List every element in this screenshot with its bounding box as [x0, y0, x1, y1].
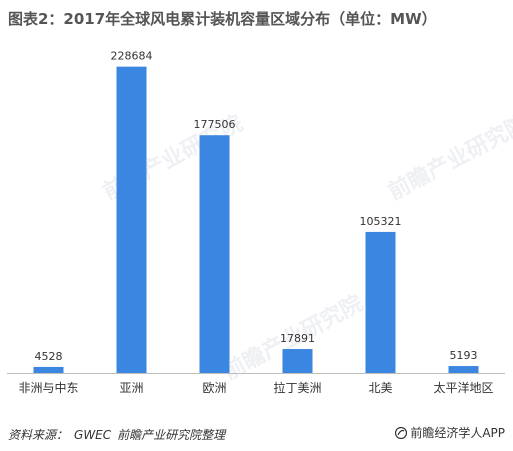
bar-2	[199, 135, 230, 373]
x-tick-label-5: 太平洋地区	[433, 380, 493, 395]
data-label-3: 17891	[280, 332, 315, 345]
source-note: 资料来源： GWEC 前瞻产业研究院整理	[8, 426, 231, 443]
bar-1	[116, 66, 147, 373]
bar-4	[365, 231, 396, 373]
data-label-1: 228684	[111, 50, 153, 63]
data-label-0: 4528	[35, 350, 63, 363]
bar-3	[282, 349, 313, 373]
source-publisher: 前瞻产业研究院整理	[117, 428, 226, 442]
brand-logo-icon	[395, 426, 408, 439]
chart-title: 图表2：2017年全球风电累计装机容量区域分布（单位：MW）	[8, 10, 437, 28]
brand-name: 前瞻经济学人APP	[410, 426, 505, 440]
data-label-4: 105321	[360, 215, 402, 228]
source-org: GWEC	[74, 428, 112, 442]
source-label: 资料来源：	[8, 428, 69, 442]
x-tick-label-4: 北美	[368, 381, 392, 395]
x-tick-label-2: 欧洲	[202, 381, 226, 395]
bar-0	[33, 366, 64, 373]
brand-credit: 前瞻经济学人APP	[395, 424, 505, 441]
x-tick-label-1: 亚洲	[119, 381, 143, 395]
x-tick-label-3: 拉丁美洲	[273, 380, 321, 395]
bar-5	[448, 366, 479, 373]
x-tick-label-0: 非洲与中东	[18, 380, 78, 395]
data-label-2: 177506	[194, 118, 236, 131]
data-label-5: 5193	[450, 349, 478, 362]
